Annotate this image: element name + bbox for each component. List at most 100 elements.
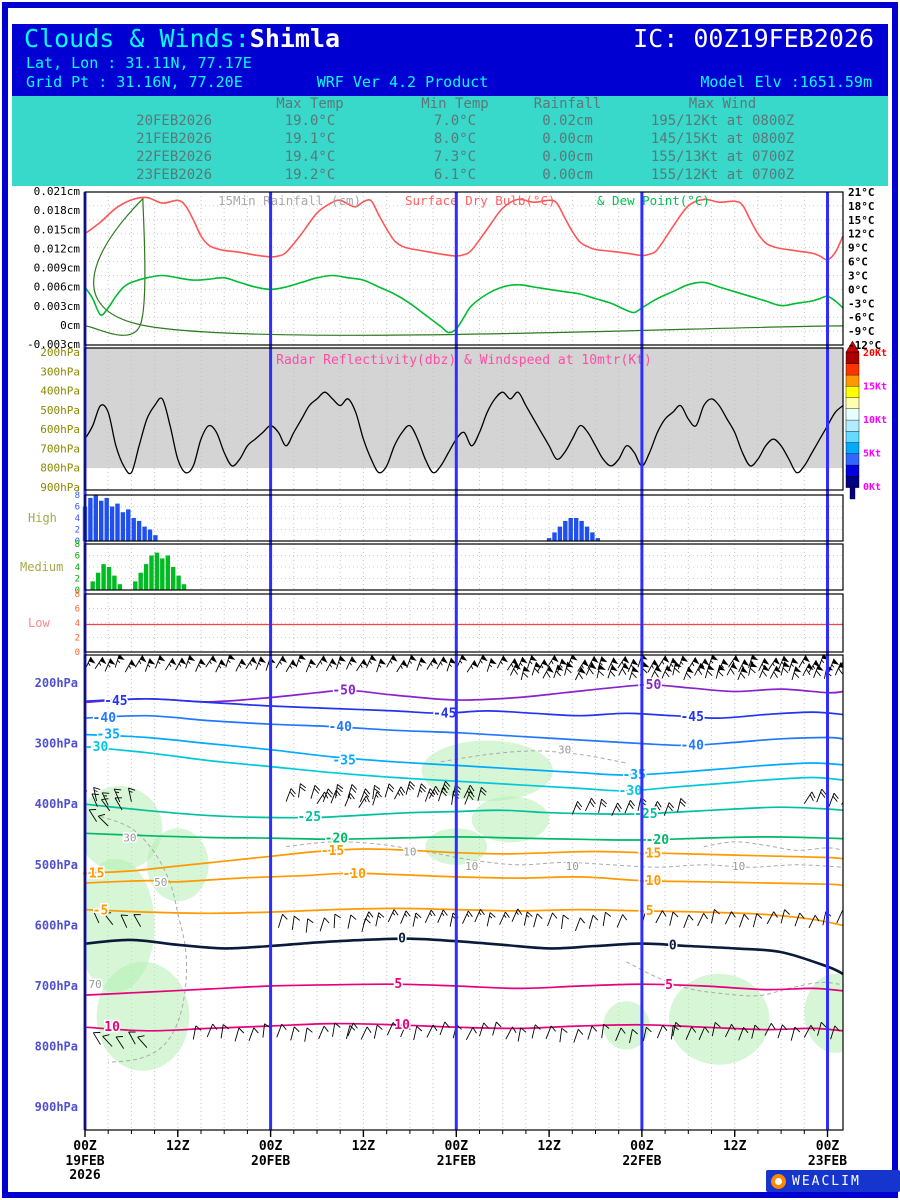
cloud-panel-medium — [90, 552, 187, 590]
colorbar-tick: 10Kt — [863, 415, 887, 426]
radar-axis-tick: 600hPa — [40, 423, 80, 436]
rainfall-line — [84, 197, 844, 336]
temp-axis-tick: 18°C — [848, 200, 875, 213]
dry-bulb-line — [84, 196, 844, 261]
radar-axis-tick: 700hPa — [40, 442, 80, 455]
cloud-panel-label-medium: Medium — [20, 560, 63, 574]
isotherm-label: 5 — [665, 978, 673, 993]
cloud-bar — [574, 518, 579, 541]
isotherm-label: -10 — [342, 867, 366, 882]
temp-axis-tick: -12°C — [848, 339, 881, 352]
rh-label: 70 — [88, 978, 101, 991]
forecast-row-0: 20FEB2026 19.0°C 7.0°C 0.02cm 195/12Kt a… — [12, 112, 888, 130]
cell-min-temp: 6.1°C — [433, 167, 477, 183]
radar-axis-tick: 200hPa — [40, 346, 80, 359]
cloud-tick: 6 — [75, 605, 80, 615]
cloud-bar — [149, 555, 154, 590]
panel-border — [84, 191, 844, 346]
pressure-axis-tick: 900hPa — [35, 1100, 78, 1114]
cloud-patch — [85, 786, 163, 871]
isotherm-label: -40 — [328, 720, 352, 735]
isotherm-label: -20 — [325, 832, 349, 847]
temp-axis-tick: 6°C — [848, 256, 868, 269]
temp-axis-tick: 21°C — [848, 186, 875, 199]
temp-axis-tick: -9°C — [848, 325, 875, 338]
product-text: WRF Ver 4.2 Product — [316, 73, 489, 91]
cloud-bar — [101, 564, 106, 590]
weaclim-sun-icon — [771, 1173, 786, 1189]
cloud-tick: 4 — [75, 619, 80, 629]
pressure-axis-tick: 300hPa — [35, 737, 78, 751]
panel1-title-drybulb: Surface Dry Bulb(°C) — [405, 193, 556, 208]
cloud-tick: 4 — [75, 563, 80, 573]
cloud-tick: 6 — [75, 503, 80, 513]
isotherm-label: 10 — [104, 1020, 120, 1035]
rain-axis-tick: 0.021cm — [34, 185, 81, 198]
cloud-bar — [171, 567, 176, 590]
temp-axis-tick: 9°C — [848, 242, 868, 255]
radar-axis-tick: 400hPa — [40, 385, 80, 398]
dotted-grid — [85, 192, 843, 1130]
cloud-bar — [142, 526, 147, 541]
temp-axis-tick: 15°C — [848, 214, 875, 227]
hour-tick-label: 00Z — [630, 1139, 654, 1154]
isotherm-label: -5 — [638, 904, 654, 919]
rh-label: 10 — [465, 860, 478, 873]
cloud-bar — [595, 538, 600, 541]
isotherm-label: 0 — [398, 932, 406, 947]
cloud-tick: 2 — [75, 526, 80, 536]
isotherm--15 — [85, 848, 843, 875]
isotherm-label: -45 — [680, 710, 703, 725]
panel-border — [84, 593, 844, 653]
title-city: Shimla — [249, 24, 341, 53]
weaclim-logo: WEACLIM — [766, 1170, 900, 1192]
date-label: 22FEB — [622, 1154, 661, 1169]
cell-min-temp: 7.3°C — [433, 149, 477, 165]
cloud-bar — [106, 567, 112, 590]
isotherm-label: -35 — [332, 754, 355, 769]
cloud-patch — [668, 973, 770, 1065]
header: Clouds & Winds:Shimla IC: 00Z19FEB2026 L… — [12, 24, 888, 96]
windspeed-line — [84, 391, 844, 475]
cloud-tick: 6 — [75, 552, 80, 562]
dew-point-line — [84, 274, 844, 334]
cloud-bar — [552, 532, 557, 541]
temp-axis-tick: 0°C — [848, 283, 868, 296]
cell-rainfall: 0.00cm — [542, 149, 593, 165]
forecast-table-header: Max Temp Min Temp Rainfall Max Wind — [12, 96, 888, 112]
weaclim-text: WEACLIM — [792, 1173, 861, 1189]
pressure-axis-tick: 800hPa — [35, 1040, 78, 1054]
isotherm--20 — [85, 832, 843, 841]
cell-max-wind: 155/12Kt at 0700Z — [650, 167, 795, 183]
cloud-bar — [138, 572, 143, 590]
cell-max-wind: 145/15Kt at 0800Z — [650, 131, 795, 147]
init-condition: IC: 00Z19FEB2026 — [633, 24, 874, 53]
isotherm-label: 10 — [394, 1018, 410, 1033]
forecast-table: Max Temp Min Temp Rainfall Max Wind 20FE… — [12, 96, 888, 186]
radar-axis-tick: 500hPa — [40, 404, 80, 417]
cloud-tick: 0 — [75, 586, 80, 596]
pressure-axis-tick: 200hPa — [35, 676, 78, 690]
cloud-bar — [131, 518, 136, 541]
rh-label: 30 — [558, 744, 571, 757]
isotherm-label: -30 — [619, 784, 643, 799]
isotherm-label: -40 — [680, 738, 704, 753]
forecast-row-3: 23FEB2026 19.2°C 6.1°C 0.00cm 155/12Kt a… — [12, 166, 888, 184]
cloud-bar — [181, 584, 187, 590]
cell-max-temp: 19.4°C — [284, 149, 336, 165]
isotherm--5 — [85, 907, 843, 927]
rain-axis-tick: 0.018cm — [34, 204, 81, 217]
temp-axis-tick: 12°C — [848, 228, 875, 241]
panel2-title: Radar Reflectivity(dbz) & Windspeed at 1… — [276, 353, 652, 368]
cloud-bar — [563, 520, 568, 541]
windspeed-colorbar — [845, 340, 860, 500]
pressure-axis-tick: 500hPa — [35, 858, 78, 872]
page-title: Clouds & Winds:Shimla — [24, 24, 340, 54]
cell-date: 22FEB2026 — [136, 149, 212, 165]
radar-axis-tick: 300hPa — [40, 365, 80, 378]
cloud-patch — [804, 973, 843, 1053]
rh-label: 10 — [732, 860, 745, 873]
hour-tick-label: 12Z — [352, 1139, 376, 1154]
cloud-bar — [568, 518, 573, 541]
